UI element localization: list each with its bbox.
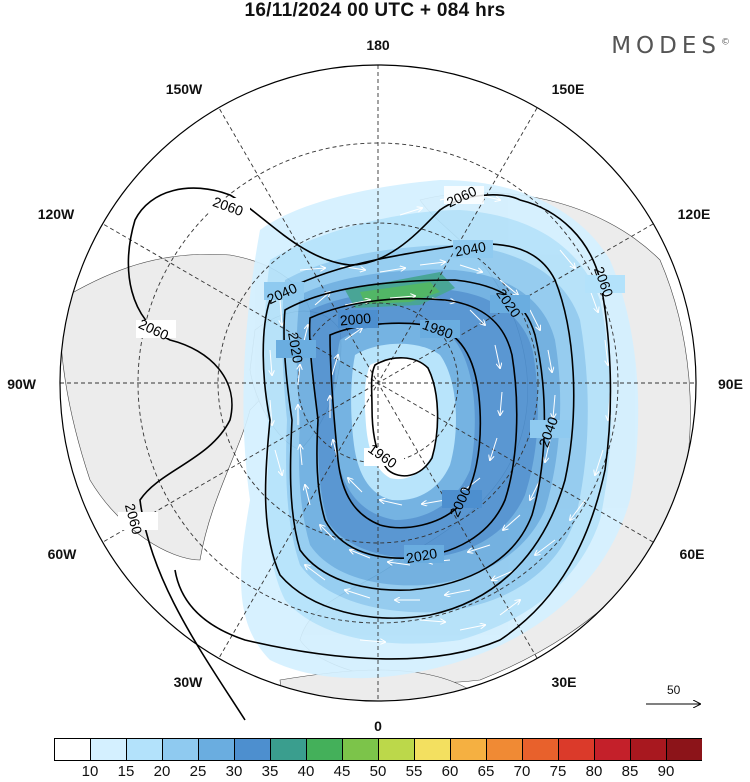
colorbar-swatch [378, 738, 415, 761]
lon-label-150e: 150E [552, 81, 585, 97]
colorbar-tick-label: 50 [369, 763, 387, 780]
lon-label-60w: 60W [48, 546, 78, 562]
colorbar-swatch [414, 738, 451, 761]
lon-label-30w: 30W [174, 674, 204, 690]
map-border [59, 64, 697, 702]
colorbar-swatch [162, 738, 199, 761]
colorbar-swatch [54, 738, 91, 761]
colorbar [54, 738, 702, 761]
contour-label: 2060 [122, 502, 146, 536]
contour-2020 [283, 279, 546, 591]
colorbar-tick-label: 65 [477, 763, 495, 780]
colorbar-swatch [198, 738, 235, 761]
colorbar-tick-label: 20 [153, 763, 171, 780]
colorbar-tick-label: 15 [117, 763, 135, 780]
colorbar-swatch [522, 738, 559, 761]
colorbar-swatch [270, 738, 307, 761]
contour-2000 [308, 297, 518, 559]
map-title: 16/11/2024 00 UTC + 084 hrs [244, 0, 506, 21]
colorbar-tick-label: 75 [549, 763, 567, 780]
lon-label-120w: 120W [38, 206, 75, 222]
colorbar-tick-label: 80 [585, 763, 603, 780]
colorbar-tick-label: 30 [225, 763, 243, 780]
lon-label-60e: 60E [680, 546, 705, 562]
height-contours [127, 187, 612, 721]
colorbar-tick-label: 85 [621, 763, 639, 780]
vector-scale: 50 [645, 683, 705, 713]
contour-label: 2020 [285, 331, 306, 365]
colorbar-swatch [234, 738, 271, 761]
copyright-mark: © [721, 37, 730, 48]
colorbar-tick-label: 40 [297, 763, 315, 780]
lon-label-90e: 90E [718, 376, 743, 392]
lon-label-0: 0 [374, 718, 382, 734]
colorbar-swatch [306, 738, 343, 761]
colorbar-tick-label: 10 [81, 763, 99, 780]
colorbar-swatch [666, 738, 702, 761]
colorbar-tick-label: 90 [657, 763, 675, 780]
colorbar-tick-label: 45 [333, 763, 351, 780]
contour-label: 2020 [405, 545, 439, 566]
lon-label-90w: 90W [7, 376, 37, 392]
modes-logo: MODES© [611, 33, 730, 59]
lon-label-120e: 120E [678, 206, 711, 222]
colorbar-swatch [450, 738, 487, 761]
contour-label: 2040 [454, 238, 488, 259]
colorbar-swatch [630, 738, 667, 761]
lon-label-30e: 30E [552, 674, 577, 690]
lon-label-180: 180 [366, 37, 390, 53]
colorbar-swatch [594, 738, 631, 761]
colorbar-tick-label: 60 [441, 763, 459, 780]
logo-text: MODES [611, 33, 721, 59]
lon-label-150w: 150W [166, 81, 203, 97]
colorbar-swatch [126, 738, 163, 761]
colorbar-tick-label: 70 [513, 763, 531, 780]
colorbar-tick-label: 25 [189, 763, 207, 780]
colorbar-tick-label: 55 [405, 763, 423, 780]
contour-label: 2000 [339, 310, 372, 329]
colorbar-swatch [558, 738, 595, 761]
contour-1960 [370, 357, 439, 477]
colorbar-swatch [342, 738, 379, 761]
colorbar-tick-label: 35 [261, 763, 279, 780]
contour-2060-west [127, 187, 521, 721]
colorbar-swatch [486, 738, 523, 761]
wind-vectors [270, 195, 610, 642]
colorbar-swatch [90, 738, 127, 761]
vector-scale-value: 50 [667, 683, 681, 697]
longitude-labels: 180 150E 120E 90E 60E 30E 0 30W 60W 90W … [7, 37, 743, 734]
